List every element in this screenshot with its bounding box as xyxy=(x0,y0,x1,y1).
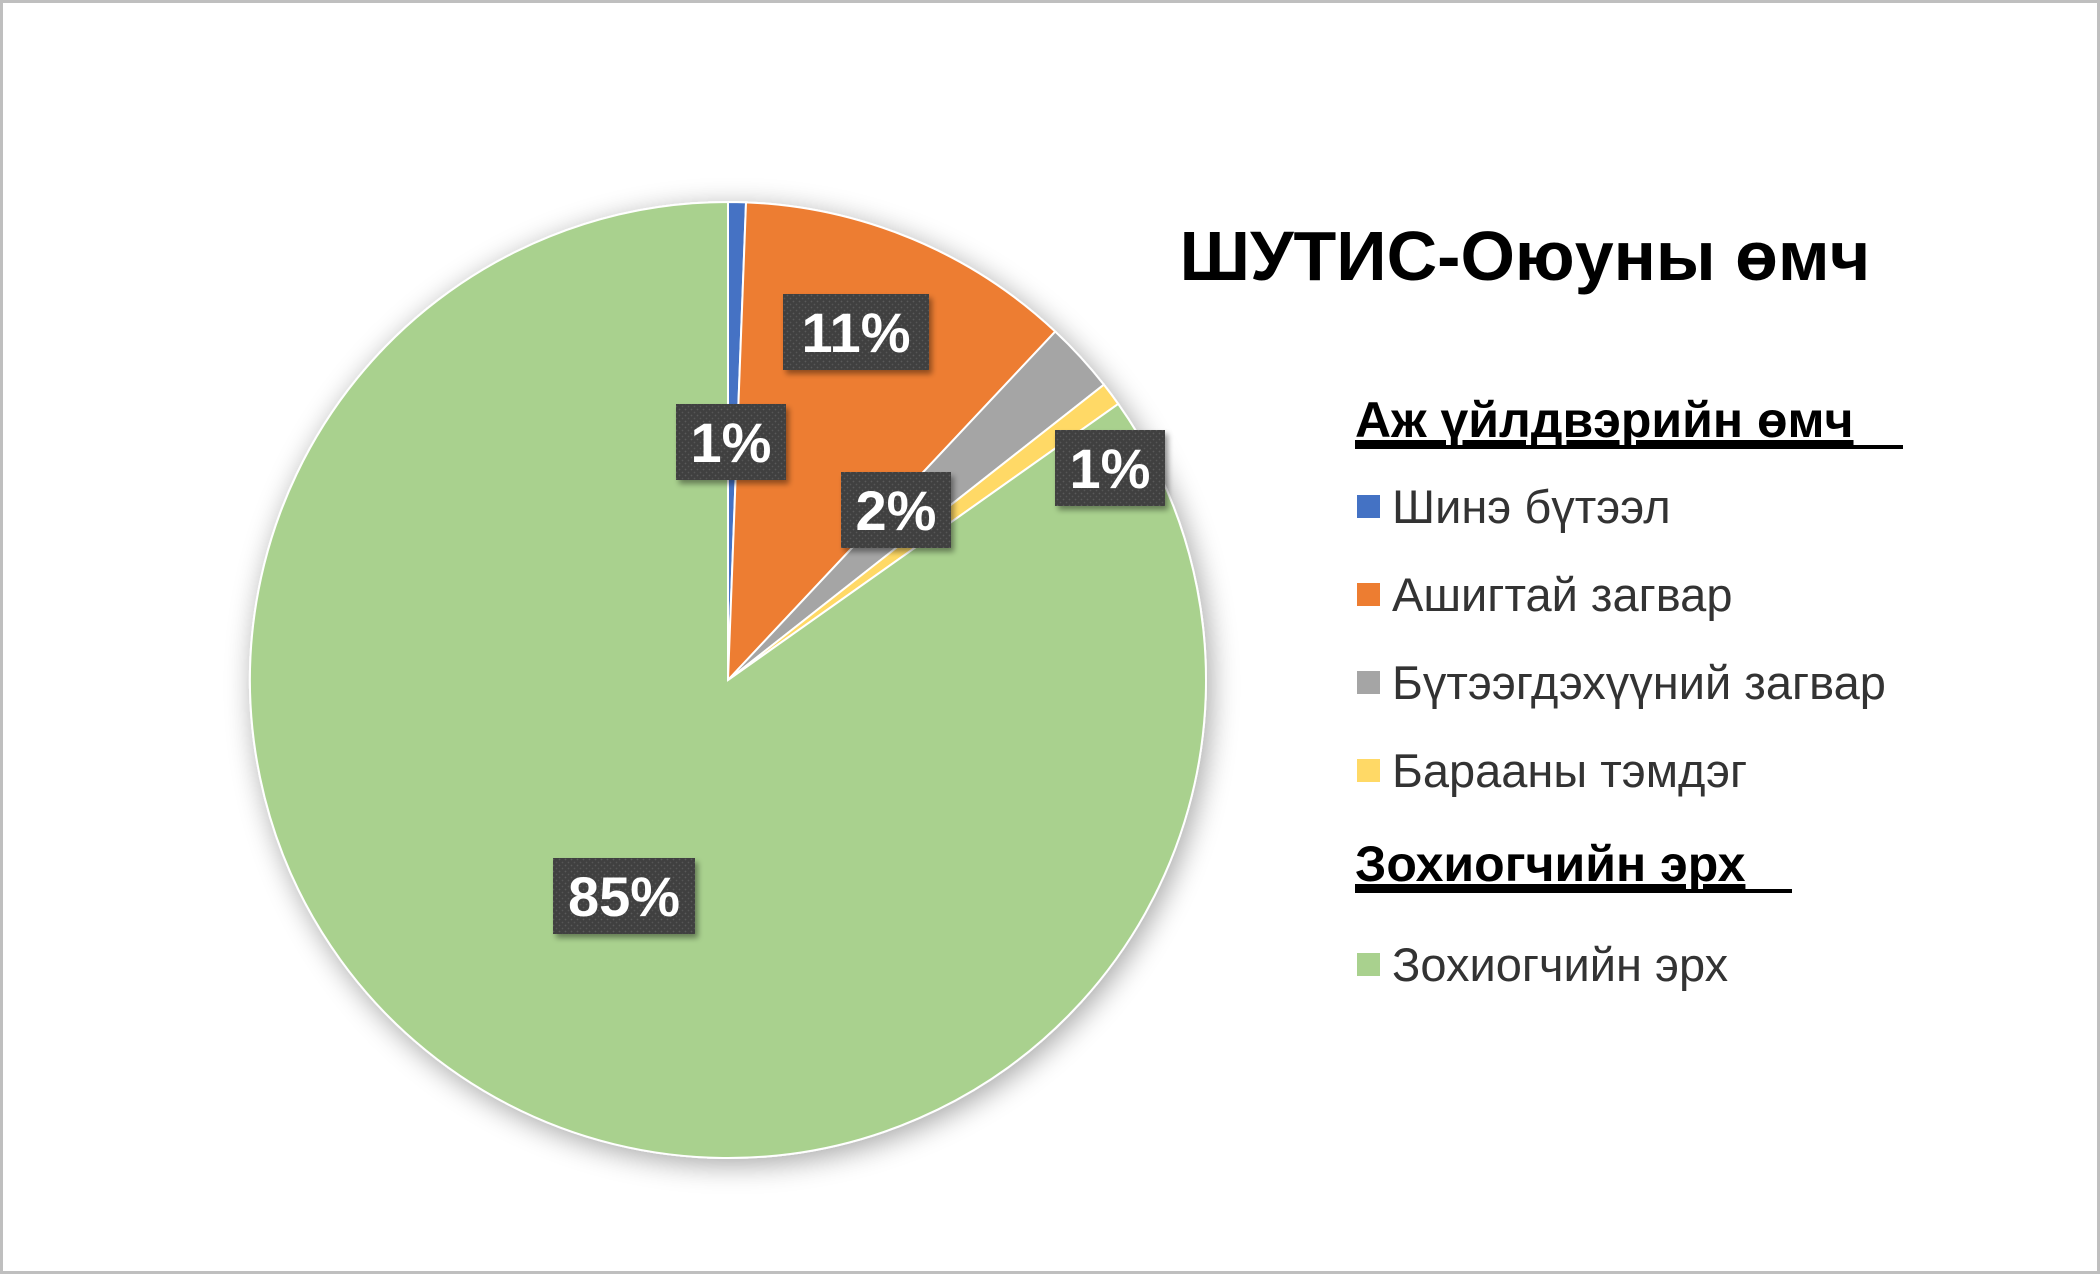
legend-swatch xyxy=(1357,495,1380,518)
data-label-box xyxy=(841,472,951,548)
chart-title: ШУТИС-Оюуны өмч xyxy=(1180,217,1871,295)
legend-swatch xyxy=(1357,953,1380,976)
legend-group-heading: Зохиогчийн эрх xyxy=(1355,836,1746,892)
data-label-text: 2% xyxy=(856,479,937,542)
data-label-box xyxy=(783,294,929,370)
pie-data-labels: 1% 11% 2% 1% 85% xyxy=(553,294,1165,934)
data-label-text: 85% xyxy=(568,865,680,928)
data-label-box xyxy=(1055,430,1165,506)
data-label-text: 1% xyxy=(1070,437,1151,500)
data-label-3: 2% xyxy=(841,472,951,548)
pie-slice-5 xyxy=(249,200,1207,1159)
legend-swatch xyxy=(1357,671,1380,694)
legend-item-label: Барааны тэмдэг xyxy=(1392,744,1747,797)
legend-item-label: Ашигтай загвар xyxy=(1392,568,1732,621)
legend-group-heading: Аж үйлдвэрийн өмч xyxy=(1355,392,1854,448)
legend-item-label: Шинэ бүтээл xyxy=(1392,480,1671,533)
legend-swatch xyxy=(1357,583,1380,606)
data-label-box xyxy=(553,858,695,934)
data-label-4: 1% xyxy=(1055,430,1165,506)
legend: Аж үйлдвэрийн өмч Шинэ бүтээл Ашигтай загв… xyxy=(1355,392,1903,991)
legend-heading-underline xyxy=(1355,445,1903,449)
data-label-box xyxy=(676,404,786,480)
legend-swatch xyxy=(1357,759,1380,782)
legend-item-label: Зохиогчийн эрх xyxy=(1392,938,1728,991)
data-label-text: 1% xyxy=(691,411,772,474)
data-label-5: 85% xyxy=(553,858,695,934)
data-label-2: 11% xyxy=(783,294,929,370)
legend-heading-underline xyxy=(1355,889,1792,893)
data-label-1: 1% xyxy=(676,404,786,480)
data-label-text: 11% xyxy=(802,301,911,364)
legend-item-label: Бүтээгдэхүүний загвар xyxy=(1392,656,1886,709)
pie-slices xyxy=(249,200,1207,1159)
